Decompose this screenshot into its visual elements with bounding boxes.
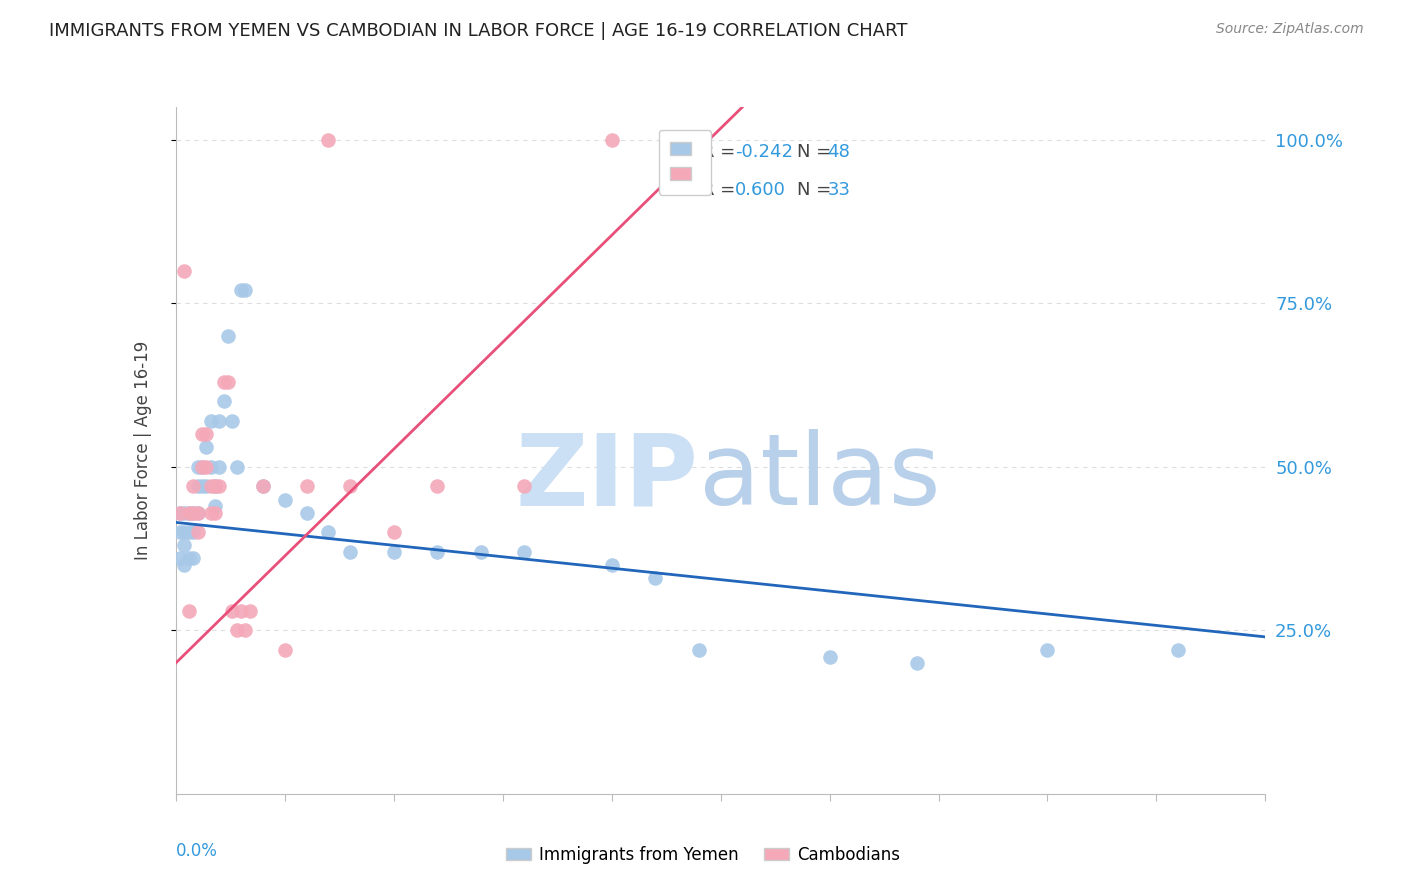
Text: 33: 33 [827, 181, 851, 199]
Point [186, 506, 209, 520]
Point [470, 545, 492, 559]
Point [513, 545, 536, 559]
Point [191, 479, 214, 493]
Point [195, 440, 218, 454]
Point [186, 479, 209, 493]
Text: R =: R = [702, 181, 741, 199]
Text: IMMIGRANTS FROM YEMEN VS CAMBODIAN IN LABOR FORCE | AGE 16-19 CORRELATION CHART: IMMIGRANTS FROM YEMEN VS CAMBODIAN IN LA… [49, 22, 908, 40]
Point [181, 525, 204, 540]
Point [204, 479, 226, 493]
Point [274, 643, 297, 657]
Point [173, 525, 195, 540]
Point [204, 499, 226, 513]
Point [195, 479, 218, 493]
Text: 48: 48 [827, 143, 851, 161]
Point [235, 283, 257, 297]
Point [169, 506, 191, 520]
Point [208, 414, 231, 428]
Point [191, 427, 214, 442]
Point [1167, 643, 1189, 657]
Point [208, 459, 231, 474]
Point [235, 624, 257, 638]
Point [169, 506, 191, 520]
Point [339, 479, 361, 493]
Point [274, 492, 297, 507]
Point [181, 551, 204, 566]
Point [191, 459, 214, 474]
Point [186, 525, 209, 540]
Point [239, 604, 262, 618]
Text: R =: R = [702, 143, 741, 161]
Point [295, 479, 318, 493]
Point [426, 479, 449, 493]
Point [204, 506, 226, 520]
Point [225, 459, 247, 474]
Point [252, 479, 274, 493]
Text: Source: ZipAtlas.com: Source: ZipAtlas.com [1216, 22, 1364, 37]
Point [195, 459, 218, 474]
Point [600, 558, 623, 572]
Point [382, 545, 405, 559]
Point [177, 551, 200, 566]
Point [905, 656, 928, 670]
Legend: Immigrants from Yemen, Cambodians: Immigrants from Yemen, Cambodians [499, 839, 907, 871]
Point [173, 263, 195, 277]
Point [513, 479, 536, 493]
Point [217, 329, 239, 343]
Point [177, 506, 200, 520]
Point [1036, 643, 1059, 657]
Point [177, 525, 200, 540]
Point [318, 525, 340, 540]
Point [252, 479, 274, 493]
Point [200, 414, 222, 428]
Point [221, 414, 243, 428]
Point [181, 479, 204, 493]
Text: atlas: atlas [699, 429, 941, 526]
Point [221, 604, 243, 618]
Point [191, 459, 214, 474]
Point [818, 649, 841, 664]
Point [200, 479, 222, 493]
Legend: , : , [659, 130, 711, 194]
Point [204, 479, 226, 493]
Point [231, 604, 253, 618]
Point [295, 506, 318, 520]
Point [225, 624, 247, 638]
Point [181, 506, 204, 520]
Point [173, 538, 195, 552]
Point [382, 525, 405, 540]
Point [644, 571, 666, 585]
Point [426, 545, 449, 559]
Point [195, 427, 218, 442]
Text: 0.0%: 0.0% [176, 842, 218, 860]
Point [173, 558, 195, 572]
Point [339, 545, 361, 559]
Point [177, 604, 200, 618]
Point [169, 551, 191, 566]
Point [169, 525, 191, 540]
Text: N =: N = [797, 181, 837, 199]
Point [186, 506, 209, 520]
Point [173, 506, 195, 520]
Point [186, 459, 209, 474]
Point [200, 459, 222, 474]
Point [217, 375, 239, 389]
Point [688, 643, 710, 657]
Point [208, 479, 231, 493]
Point [231, 283, 253, 297]
Text: -0.242: -0.242 [735, 143, 793, 161]
Point [212, 375, 235, 389]
Point [212, 394, 235, 409]
Text: ZIP: ZIP [516, 429, 699, 526]
Point [318, 133, 340, 147]
Point [177, 506, 200, 520]
Point [181, 506, 204, 520]
Point [600, 133, 623, 147]
Y-axis label: In Labor Force | Age 16-19: In Labor Force | Age 16-19 [134, 341, 152, 560]
Text: N =: N = [797, 143, 837, 161]
Text: 0.600: 0.600 [735, 181, 786, 199]
Point [200, 506, 222, 520]
